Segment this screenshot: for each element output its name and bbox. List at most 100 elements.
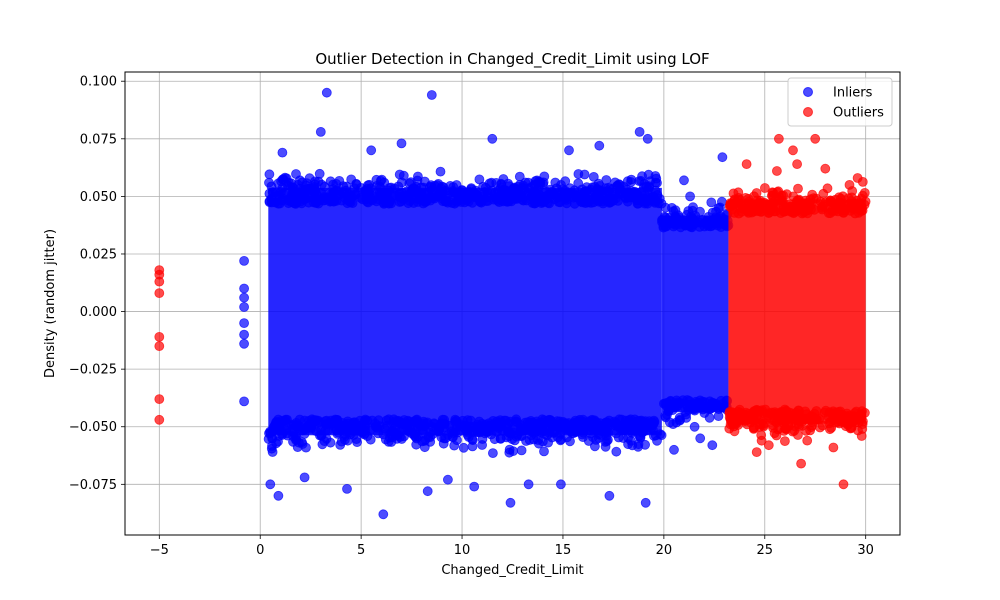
inlier-point [550, 177, 561, 188]
inlier-point [687, 214, 697, 225]
y-axis-label: Density (random jitter) [43, 229, 58, 378]
inlier-point [487, 448, 498, 459]
x-tick-label: 20 [656, 543, 673, 558]
y-tick-label: 0.050 [80, 190, 117, 205]
outlier-point [792, 159, 802, 170]
inlier-point [375, 175, 386, 186]
inlier-point [354, 415, 365, 426]
inlier-point [526, 424, 537, 435]
outlier-point [781, 189, 792, 200]
inlier-point [553, 432, 563, 443]
inlier-point [669, 444, 679, 455]
inlier-point [564, 145, 574, 156]
inlier-point [505, 428, 516, 439]
inlier-point [426, 90, 437, 100]
inlier-point [390, 416, 401, 426]
outlier-point [752, 206, 763, 217]
outlier-point [751, 447, 762, 458]
inlier-point [601, 427, 612, 438]
y-tick-label: 0.100 [80, 75, 117, 90]
inlier-point [341, 185, 351, 196]
inlier-point [456, 197, 467, 207]
inlier-point [393, 181, 404, 192]
inlier-point [476, 421, 487, 432]
inlier-point [523, 479, 534, 490]
inlier-point [689, 421, 700, 432]
inlier-point [239, 255, 250, 266]
legend: Inliers Outliers [787, 77, 893, 127]
inlier-point [660, 202, 671, 213]
inlier-point [299, 424, 310, 435]
inlier-point [689, 403, 699, 414]
outlier-point [154, 341, 165, 352]
legend-label-outliers: Outliers [833, 106, 884, 121]
inlier-point [430, 190, 441, 201]
inlier-point [685, 191, 695, 202]
outlier-point [756, 435, 767, 446]
outlier-point [828, 414, 839, 425]
inlier-point [239, 396, 250, 407]
inlier-point [706, 197, 717, 208]
inlier-point [411, 417, 422, 428]
x-tick-label: 5 [357, 543, 365, 558]
outlier-point [760, 183, 770, 193]
inlier-point [321, 87, 332, 98]
inlier-point [588, 418, 599, 429]
inlier-point [713, 411, 724, 422]
outlier-point [154, 276, 165, 287]
inlier-point [469, 481, 480, 492]
inlier-point [543, 437, 553, 448]
inlier-point [597, 190, 608, 201]
outlier-point [844, 179, 855, 190]
inlier-point [308, 197, 319, 208]
inlier-point [569, 417, 579, 428]
inlier-point [610, 189, 621, 200]
inlier-point [239, 329, 250, 340]
x-tick-label: 25 [757, 543, 774, 558]
inlier-point [326, 193, 337, 204]
inlier-point [414, 191, 425, 202]
inlier-point [539, 446, 549, 457]
inlier-point [600, 441, 611, 452]
outlier-point [838, 479, 849, 490]
outlier-point [859, 187, 870, 198]
outlier-point [819, 407, 830, 418]
inlier-point [640, 497, 651, 508]
inlier-point [699, 397, 710, 407]
outlier-point [780, 423, 791, 434]
outlier-point [729, 207, 740, 218]
inlier-point [440, 433, 451, 444]
inlier-point [524, 435, 535, 445]
inlier-point [324, 417, 335, 428]
inlier-point [646, 418, 657, 428]
inlier-point [402, 419, 413, 429]
inlier-point [583, 436, 594, 446]
outlier-point [729, 408, 739, 419]
inlier-point [357, 427, 368, 438]
inlier-point [277, 147, 288, 158]
outlier-point [772, 166, 782, 176]
legend-marker-inliers [803, 87, 813, 97]
inlier-point [396, 138, 407, 149]
outlier-point [763, 440, 774, 451]
outlier-dense-cloud [728, 199, 866, 424]
inlier-point [547, 186, 558, 197]
inlier-point [288, 431, 299, 442]
inlier-point [513, 181, 523, 192]
inlier-point [462, 188, 473, 199]
inlier-point [516, 445, 527, 456]
inlier-point [451, 422, 462, 432]
outlier-point [767, 190, 777, 201]
inlier-point [405, 177, 416, 188]
inlier-point [346, 192, 357, 203]
inlier-point [378, 509, 389, 520]
outlier-point [796, 458, 806, 469]
outlier-point [780, 436, 790, 447]
inlier-point [426, 182, 437, 193]
legend-label-inliers: Inliers [833, 86, 873, 101]
inlier-point [277, 428, 288, 439]
inlier-point [477, 440, 488, 450]
inlier-point [516, 191, 527, 202]
outlier-point [787, 203, 798, 214]
